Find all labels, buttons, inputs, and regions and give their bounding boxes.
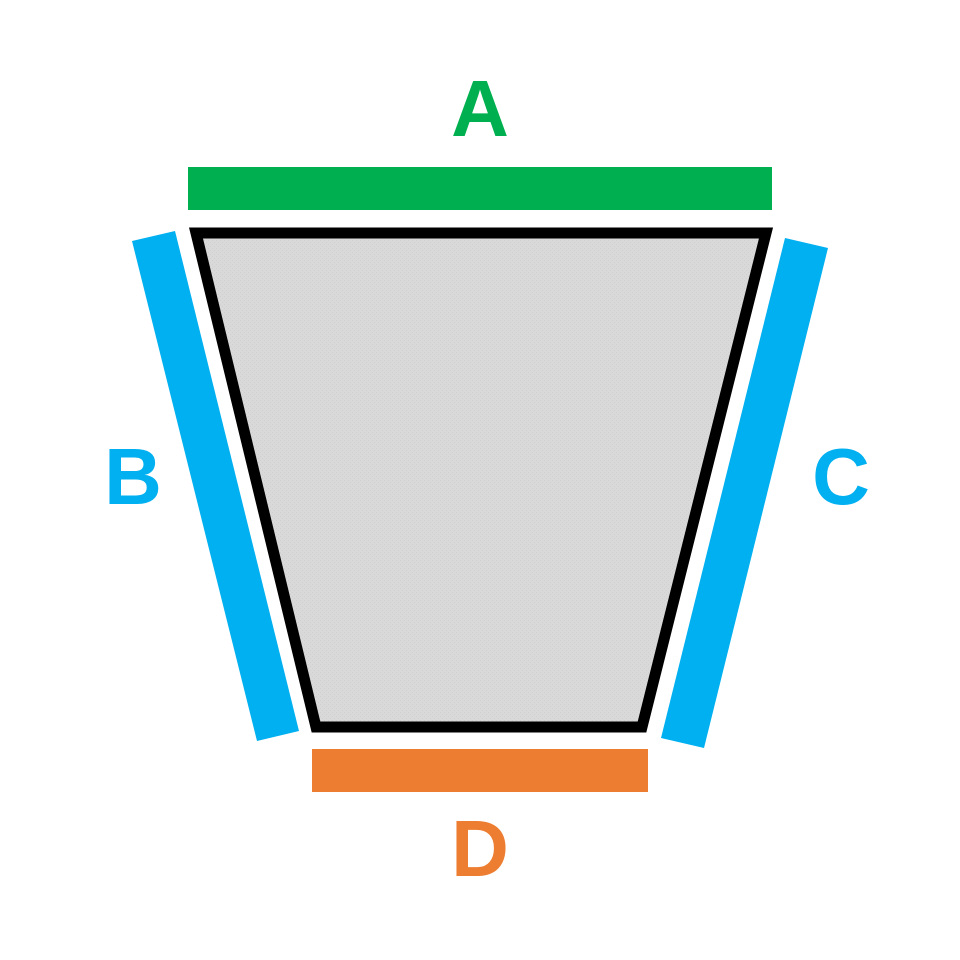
side-c-bar [661, 238, 828, 748]
side-b-label: B [104, 432, 162, 521]
trapezoid-shape [189, 227, 774, 733]
side-d-label: D [451, 804, 509, 893]
side-b-bar [132, 231, 299, 741]
side-a-label: A [451, 64, 509, 153]
side-a-bar [188, 167, 772, 210]
side-d-bar [312, 749, 648, 792]
side-c-label: C [812, 432, 870, 521]
